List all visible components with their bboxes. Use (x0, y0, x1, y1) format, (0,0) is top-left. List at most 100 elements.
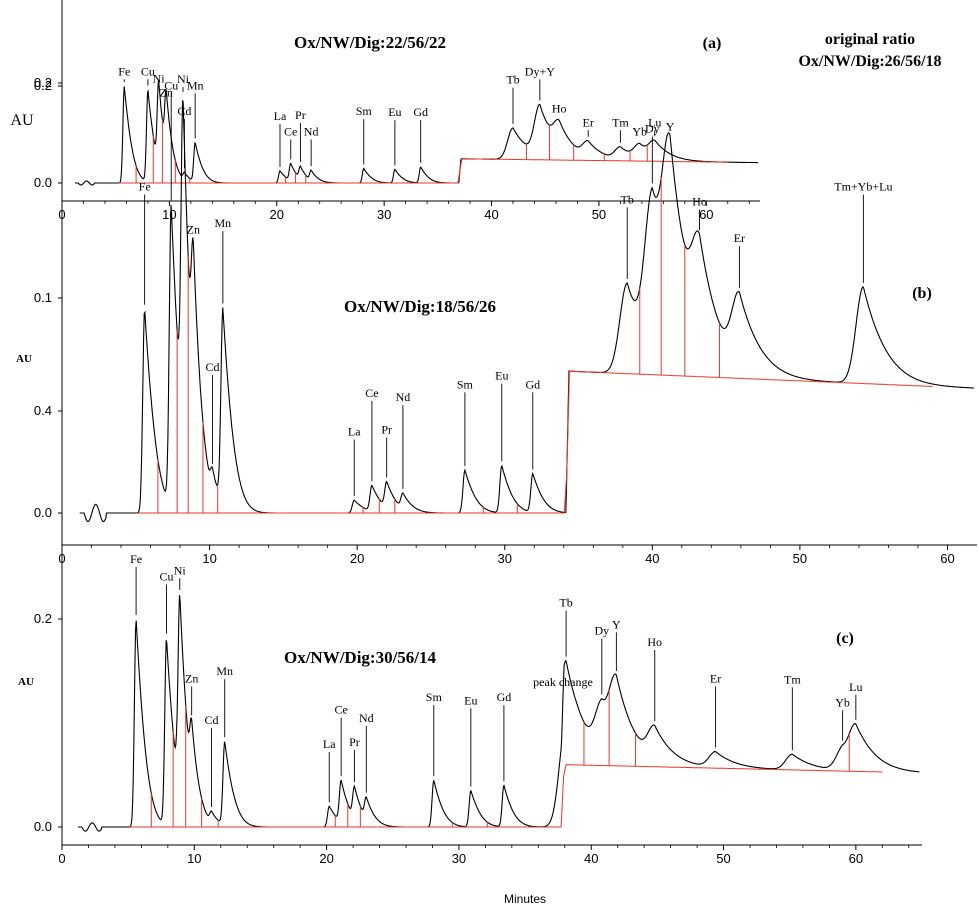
integration-baseline-line (137, 370, 933, 514)
peak-label: Lu (648, 115, 661, 129)
peak-label: Y (666, 119, 675, 133)
panel-title: Ox/NW/Dig:22/56/22 (294, 33, 446, 52)
peak-label: Dy (594, 624, 609, 638)
peak-label: Ce (334, 703, 347, 717)
x-axis-label: Minutes (504, 892, 546, 906)
x-tick-label: 10 (202, 551, 216, 566)
peak-label: Zn (159, 86, 172, 100)
peak-label: Zn (187, 223, 200, 237)
peak-label: Zn (185, 671, 198, 685)
y-tick-label: 0.2 (34, 78, 52, 93)
x-tick-label: 30 (452, 851, 466, 866)
x-tick-label: 60 (699, 207, 713, 222)
peak-label: Eu (464, 693, 477, 707)
integration-baseline-line (118, 158, 728, 184)
x-tick-label: 40 (584, 851, 598, 866)
peak-label: Sm (457, 377, 474, 391)
peak-label: Yb (632, 124, 647, 138)
peak-label: Tm+Yb+Lu (834, 180, 892, 194)
x-tick-label: 50 (716, 851, 730, 866)
peak-label: Dy+Y (525, 64, 555, 78)
peak-label: Er (583, 115, 594, 129)
y-tick-label: 0.0 (34, 819, 52, 834)
peak-label: Cu (141, 64, 155, 78)
x-tick-label: 10 (162, 207, 176, 222)
peak-label: Pr (381, 422, 392, 436)
x-tick-label: 60 (849, 851, 863, 866)
ratio-note: original ratio (825, 31, 915, 48)
peak-label: Cd (206, 360, 220, 374)
peak-label: Ho (692, 195, 707, 209)
panel-title: Ox/NW/Dig:18/56/26 (344, 297, 496, 316)
peak-label: Tb (506, 73, 519, 87)
panel-label: (c) (836, 630, 854, 647)
panel-label: (b) (912, 285, 932, 302)
peak-label: Fe (118, 64, 130, 78)
peak-label: Sm (426, 690, 443, 704)
peak-label: Ho (552, 102, 567, 116)
peak-label: Sm (356, 104, 373, 118)
peak-label: Eu (388, 105, 401, 119)
peak-label: Cu (160, 570, 174, 584)
peak-label: Pr (295, 108, 306, 122)
peak-label: Dy (645, 121, 660, 135)
peak-label: Ce (365, 386, 378, 400)
x-tick-label: 30 (498, 551, 512, 566)
panel-title: Ox/NW/Dig:30/56/14 (284, 648, 437, 667)
x-tick-label: 20 (350, 551, 364, 566)
peak-label: Tb (621, 192, 634, 206)
peak-label: Fe (130, 552, 142, 566)
x-tick-label: 0 (58, 851, 65, 866)
peak-label: Mn (216, 664, 233, 678)
peak-label: Cd (177, 104, 191, 118)
peak-label: Mn (215, 216, 232, 230)
peak-label: Mn (187, 78, 204, 92)
x-tick-label: 30 (377, 207, 391, 222)
x-tick-label: 40 (484, 207, 498, 222)
y-tick-label: 0.1 (34, 290, 52, 305)
peak-label: Gd (497, 690, 512, 704)
peak-label: La (348, 425, 361, 439)
peak-label: Ni (153, 72, 166, 86)
panel-label: (a) (703, 35, 722, 52)
peak-label: Tm (784, 672, 801, 686)
x-tick-label: 20 (270, 207, 284, 222)
y-axis-label: AU (18, 676, 34, 688)
x-tick-label: 10 (187, 851, 201, 866)
y-tick-label: 0.0 (34, 505, 52, 520)
peak-label: Y (612, 617, 621, 631)
peak-label: La (274, 109, 287, 123)
signal-trace-line (79, 100, 974, 523)
peak-change-annotation: peak change (533, 675, 593, 689)
peak-label: Ni (174, 563, 187, 577)
peak-label: Eu (495, 369, 508, 383)
peak-label: Cu (164, 78, 178, 92)
peak-label: Tb (559, 596, 572, 610)
peak-label: Ce (284, 124, 297, 138)
x-tick-label: 60 (940, 551, 954, 566)
peak-label: Cd (204, 713, 218, 727)
y-axis-label: AU (16, 353, 32, 365)
x-tick-label: 50 (592, 207, 606, 222)
y-tick-label: 0.2 (34, 611, 52, 626)
peak-label: Er (710, 671, 721, 685)
peak-label: Lu (849, 680, 862, 694)
peak-label: Nd (359, 711, 374, 725)
ratio-note: Ox/NW/Dig:26/56/18 (798, 53, 941, 70)
x-tick-label: 40 (645, 551, 659, 566)
peak-label: La (323, 737, 336, 751)
peak-label: Gd (525, 377, 540, 391)
peak-label: Er (734, 231, 745, 245)
x-tick-label: 50 (793, 551, 807, 566)
peak-label: Pr (349, 735, 360, 749)
peak-label: Gd (413, 105, 428, 119)
peak-label: Ho (647, 635, 662, 649)
peak-label: Yb (835, 695, 850, 709)
y-axis-label: AU (10, 112, 34, 129)
y-tick-label: 0.4 (34, 403, 52, 418)
